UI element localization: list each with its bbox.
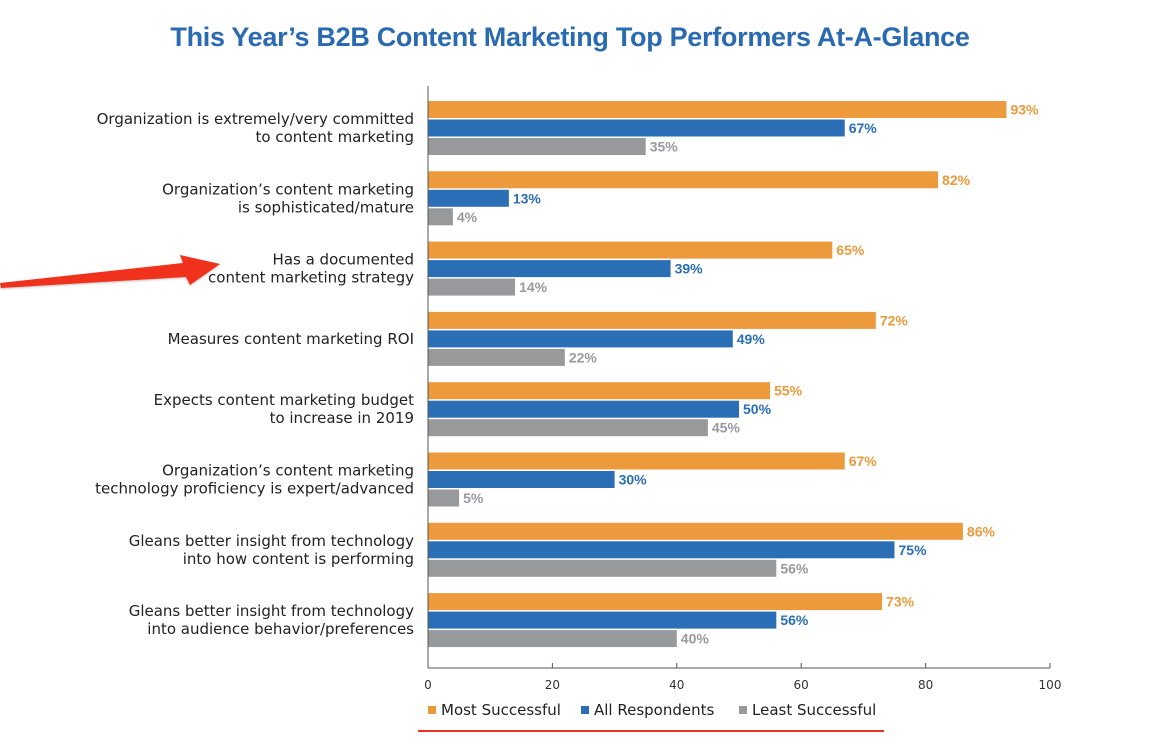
legend-swatch-all-respondents — [581, 706, 589, 714]
data-label-most-successful-1: 93% — [1010, 102, 1039, 118]
bar-most-successful-1 — [428, 101, 1007, 118]
bar-least-successful-3 — [428, 278, 516, 296]
data-label-least-successful-3: 14% — [519, 279, 548, 295]
category-label-5: Expects content marketing budget to incre… — [154, 391, 415, 427]
legend-swatch-most-successful — [428, 706, 436, 714]
chart-title: This Year’s B2B Content Marketing Top Pe… — [170, 22, 970, 52]
data-label-all-respondents-2: 13% — [513, 190, 542, 206]
category-labels: Organization is extremely/very committed… — [95, 110, 414, 638]
arrow-shape — [0, 255, 220, 288]
category-label-line: is sophisticated/mature — [238, 198, 414, 216]
data-label-most-successful-4: 72% — [880, 312, 909, 328]
bar-most-successful-8 — [428, 593, 883, 611]
data-label-least-successful-5: 45% — [712, 420, 741, 436]
data-label-most-successful-6: 67% — [849, 453, 878, 469]
data-label-all-respondents-6: 30% — [619, 472, 648, 488]
data-label-all-respondents-3: 39% — [675, 261, 704, 277]
bar-all-respondents-2 — [428, 189, 509, 207]
data-label-all-respondents-7: 75% — [899, 542, 928, 558]
bar-most-successful-4 — [428, 311, 876, 329]
data-label-least-successful-1: 35% — [650, 139, 679, 155]
bar-all-respondents-4 — [428, 330, 733, 348]
data-label-all-respondents-4: 49% — [737, 331, 766, 347]
x-tick-label: 40 — [669, 678, 684, 692]
category-label-line: to content marketing — [256, 128, 414, 146]
data-label-least-successful-2: 4% — [457, 209, 478, 225]
category-label-line: Organization’s content marketing — [162, 180, 414, 198]
data-label-most-successful-5: 55% — [774, 383, 803, 399]
category-label-3: Has a documented content marketing strate… — [208, 251, 414, 287]
bar-least-successful-7 — [428, 559, 777, 577]
x-tick-label: 100 — [1039, 678, 1062, 692]
category-label-line: Expects content marketing budget — [154, 391, 415, 409]
legend-label-all-respondents: All Respondents — [594, 701, 715, 719]
bar-all-respondents-8 — [428, 611, 777, 629]
category-label-1: Organization is extremely/very committed… — [97, 110, 414, 146]
x-axis: 0 20 40 60 80 100 — [424, 86, 1061, 692]
bar-all-respondents-6 — [428, 471, 615, 488]
category-label-line: technology proficiency is expert/advance… — [95, 480, 414, 498]
category-label-4: Measures content marketing ROI — [168, 330, 414, 348]
category-label-line: Has a documented — [273, 251, 414, 269]
data-label-all-respondents-1: 67% — [849, 120, 878, 136]
bar-least-successful-2 — [428, 208, 453, 226]
category-label-line: to increase in 2019 — [270, 409, 414, 427]
category-label-line: Gleans better insight from technology — [129, 602, 414, 620]
bar-least-successful-8 — [428, 630, 677, 648]
bar-all-respondents-7 — [428, 541, 895, 559]
legend: Most Successful All Respondents Least Succ… — [428, 701, 876, 719]
bar-least-successful-4 — [428, 348, 565, 366]
bar-all-respondents-3 — [428, 260, 671, 278]
annotations — [0, 255, 884, 732]
data-label-least-successful-4: 22% — [569, 349, 598, 365]
x-tick-label: 20 — [545, 678, 560, 692]
bar-most-successful-6 — [428, 452, 845, 470]
legend-label-least-successful: Least Successful — [752, 701, 876, 719]
data-label-most-successful-8: 73% — [886, 594, 915, 610]
x-tick-label: 80 — [918, 678, 933, 692]
category-label-line: Gleans better insight from technology — [129, 532, 414, 550]
category-label-line: content marketing strategy — [208, 269, 414, 287]
bar-most-successful-5 — [428, 382, 771, 400]
bar-most-successful-2 — [428, 171, 939, 189]
data-label-most-successful-3: 65% — [836, 242, 865, 258]
legend-label-most-successful: Most Successful — [441, 701, 561, 719]
bar-all-respondents-1 — [428, 119, 845, 137]
x-tick-label: 60 — [794, 678, 809, 692]
data-label-all-respondents-8: 56% — [780, 612, 809, 628]
category-label-line: into how content is performing — [183, 550, 414, 568]
category-label-2: Organization’s content marketing is sophi… — [162, 180, 414, 216]
bar-most-successful-3 — [428, 241, 833, 259]
bar-most-successful-7 — [428, 522, 963, 540]
red-arrow-icon — [0, 255, 220, 288]
category-label-line: Organization is extremely/very committed — [97, 110, 414, 128]
bars-layer: 93% 67% 35% 82% 13% 4% 65% 39% 14% 72% 49% 22% 55%50… — [428, 101, 1039, 648]
legend-swatch-least-successful — [739, 706, 747, 714]
category-label-line: into audience behavior/preferences — [147, 620, 414, 638]
bar-least-successful-5 — [428, 419, 708, 437]
category-label-7: Gleans better insight from technology int… — [129, 532, 414, 568]
x-tick-label: 0 — [424, 678, 432, 692]
data-label-least-successful-8: 40% — [681, 631, 710, 647]
category-label-line: Measures content marketing ROI — [168, 330, 414, 348]
bar-least-successful-6 — [428, 489, 460, 507]
category-label-6: Organization’s content marketing technolo… — [95, 462, 414, 498]
category-label-line: Organization’s content marketing — [162, 462, 414, 480]
data-label-most-successful-7: 86% — [967, 523, 996, 539]
data-label-least-successful-7: 56% — [780, 560, 809, 576]
data-label-all-respondents-5: 50% — [743, 401, 772, 417]
data-label-least-successful-6: 5% — [463, 490, 484, 506]
bar-all-respondents-5 — [428, 400, 739, 418]
bar-least-successful-1 — [428, 138, 646, 155]
data-label-most-successful-2: 82% — [942, 172, 971, 188]
category-label-8: Gleans better insight from technology int… — [129, 602, 414, 638]
